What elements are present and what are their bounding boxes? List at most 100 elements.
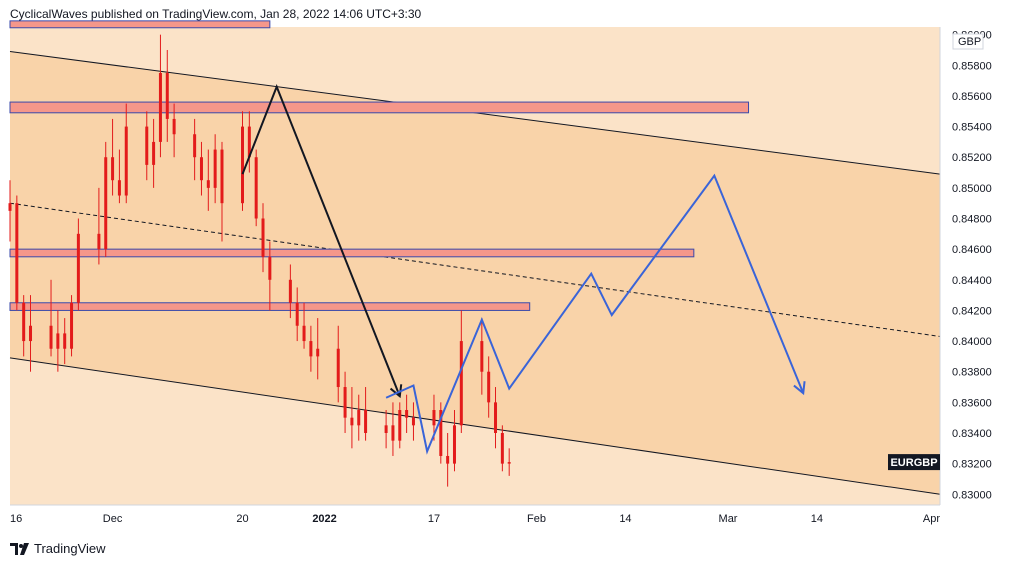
candle-body [288,279,292,303]
projection-arrow-head [793,381,806,396]
black-arrow-head [389,384,403,399]
candle-body [124,126,128,196]
candle-body [411,417,415,426]
candle-body [309,341,313,357]
candle-body [70,302,74,349]
candle-body [158,72,162,142]
projection-path [385,173,805,455]
candle-body [500,432,504,464]
x-tick-label: Feb [527,513,546,525]
symbol-tag: EURGBP [890,457,937,469]
candle-body [391,425,395,441]
y-tick-label: 0.83200 [952,459,992,471]
candle-body [199,157,203,181]
y-tick-label: 0.85400 [952,122,992,134]
candle-body [452,425,456,464]
chart-header: CyclicalWaves published on TradingView.c… [10,7,422,21]
candle-body [432,410,436,426]
candle-body [193,134,197,158]
candle-body [29,325,33,342]
axis-layer: 0.83000 0.83200 0.83400 0.83600 0.83800 0.840… [10,27,992,525]
candle-body [172,118,176,135]
x-tick-label: 20 [236,513,248,525]
footer-brand: TradingView [34,541,106,556]
x-tick-label: 16 [10,513,22,525]
candle-body [302,325,306,342]
zone-2 [9,101,750,114]
candle-body [56,333,60,349]
y-tick-label: 0.84600 [952,244,992,256]
candle-body [446,455,450,464]
candle-body [247,126,251,158]
candle-body [459,341,463,426]
currency-label: GBP [958,36,981,48]
footer: TradingView [10,541,106,556]
y-tick-label: 0.85000 [952,183,992,195]
candle-body [507,462,511,464]
candle-body [316,348,320,357]
candle-body [97,233,101,250]
drawing-layer [241,84,806,455]
candle-body [254,157,258,219]
candle-body [295,302,299,326]
channel-mid-line [9,202,941,337]
currency-label-box [952,33,984,50]
black-arrow-path [241,84,401,397]
candle-body [343,387,347,418]
candle-body [15,203,19,303]
candle-body [117,180,121,196]
candle-body [145,126,149,165]
candle-body [22,302,26,342]
candle-body [261,218,265,257]
x-tick-label: Apr [923,513,940,525]
zone-3 [9,248,695,258]
candle-body [487,371,491,403]
candle-body [439,410,443,456]
candle-body [152,141,156,165]
candle-body [220,149,224,204]
tradingview-logo-icon [10,542,29,555]
candle-body [104,157,108,250]
candle-body [405,410,409,418]
candle-body [364,410,368,433]
y-tick-label: 0.84000 [952,336,992,348]
y-tick-label: 0.83000 [952,489,992,501]
y-tick-label: 0.85200 [952,152,992,164]
y-tick-label: 0.84800 [952,214,992,226]
x-tick-label: 14 [811,513,823,525]
candle-body [49,325,53,349]
candle-body [165,72,169,119]
candle-body [111,157,115,181]
candle-body [76,233,80,303]
candle-body [480,341,484,372]
candle-body [357,410,361,426]
candle-body [494,402,498,433]
candle-body [63,333,67,349]
channel-lower-line [9,357,941,495]
candle-body [241,126,244,204]
x-tick-label: 17 [428,513,440,525]
candle-body [268,256,272,280]
x-tick-label: Mar [719,513,738,525]
x-tick-label: Dec [103,513,123,525]
candle-body [350,417,354,426]
y-tick-label: 0.85600 [952,91,992,103]
y-tick-label: 0.83400 [952,428,992,440]
candle-body [213,149,217,188]
x-tick-label: 14 [619,513,631,525]
candle-body [206,180,210,188]
y-tick-label: 0.83600 [952,397,992,409]
candle-body [384,425,388,433]
candle-layer [8,34,511,487]
symbol-tag-box [888,454,940,471]
y-tick-label: 0.83800 [952,367,992,379]
y-tick-label: 0.85800 [952,60,992,72]
candle-body [398,410,402,441]
x-tick-label: 2022 [312,513,336,525]
candle-body [8,203,12,211]
y-tick-label: 0.84400 [952,275,992,287]
y-tick-label: 0.84200 [952,305,992,317]
zone-1 [9,20,271,29]
candle-body [336,348,340,388]
